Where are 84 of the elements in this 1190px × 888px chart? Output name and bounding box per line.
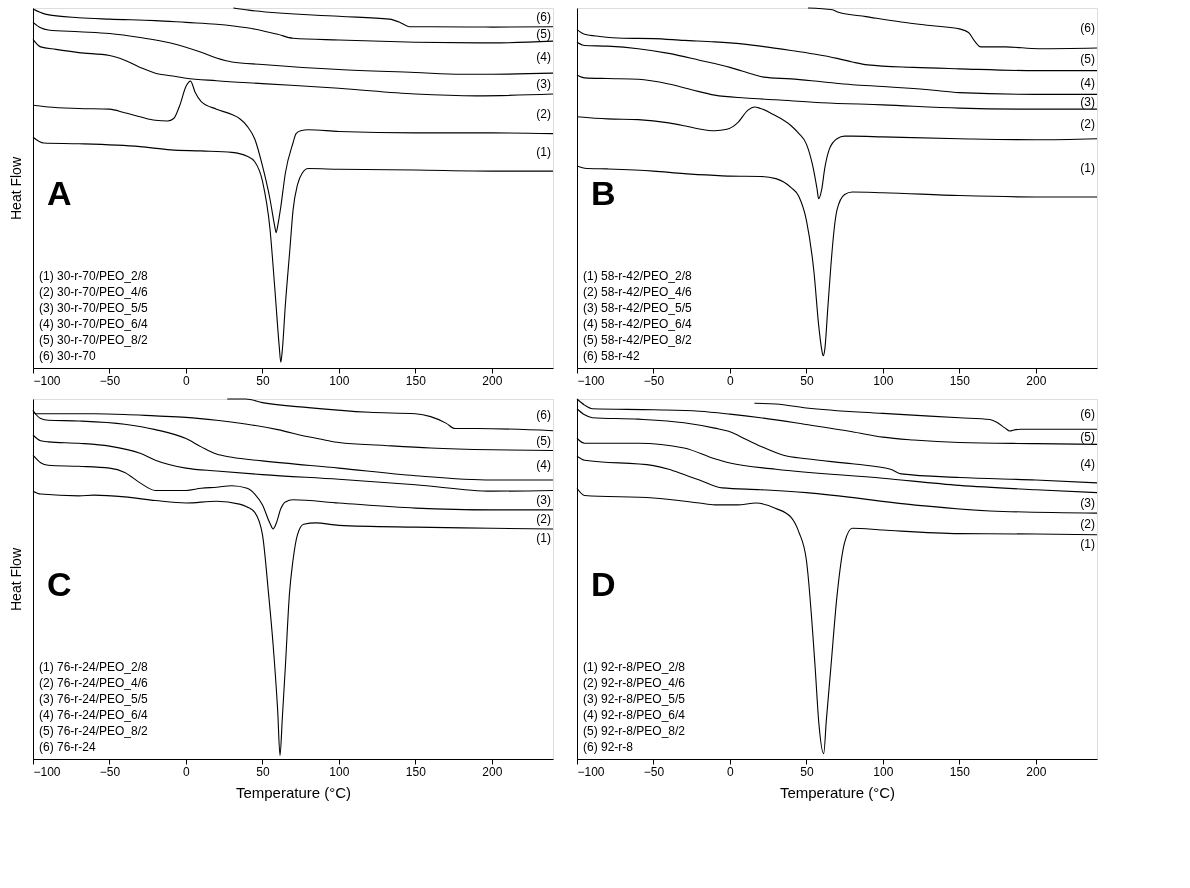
- text: C: [47, 565, 72, 604]
- annotation: (1) 58-r-42/PEO_2/8: [583, 269, 693, 283]
- annotation: (6) 58-r-42: [583, 349, 641, 363]
- annotation: (1) 30-r-70/PEO_2/8: [39, 269, 149, 283]
- series-label: (6): [536, 407, 551, 422]
- annotation: (4) 92-r-8/PEO_6/4: [583, 708, 686, 722]
- annotation: (5) 76-r-24/PEO_8/2: [39, 724, 149, 738]
- x-tick-label: −100: [577, 373, 605, 388]
- y-axis-title: Heat Flow: [7, 156, 24, 221]
- x-tick-label: −50: [643, 373, 665, 388]
- x-tick-label: 0: [183, 373, 191, 388]
- x-tick-label: 0: [727, 764, 735, 779]
- annotation: (1) 76-r-24/PEO_2/8: [39, 660, 149, 674]
- series-label: (3): [536, 493, 551, 508]
- annotation: (4) 30-r-70/PEO_6/4: [39, 317, 149, 331]
- series-label: (6): [536, 10, 551, 25]
- x-axis-title: Temperature (°C): [779, 783, 896, 801]
- series-label: (4): [1080, 75, 1095, 90]
- x-tick-label: 150: [949, 764, 971, 779]
- annotation: (4) 58-r-42/PEO_6/4: [583, 317, 693, 331]
- series-label: (1): [536, 530, 551, 545]
- annotation: (3) 30-r-70/PEO_5/5: [39, 301, 149, 315]
- x-tick-label: 150: [405, 764, 427, 779]
- x-tick-label: 0: [727, 373, 735, 388]
- series-label: (5): [536, 433, 551, 448]
- series-label: (2): [1080, 516, 1095, 531]
- annotation: (4) 76-r-24/PEO_6/4: [39, 708, 149, 722]
- annotation: (2) 76-r-24/PEO_4/6: [39, 676, 149, 690]
- series-label: (2): [536, 106, 551, 121]
- annotation: (6) 76-r-24: [39, 740, 97, 754]
- x-tick-label: 150: [949, 373, 971, 388]
- series-label: (4): [1080, 456, 1095, 471]
- x-tick-label: 200: [1026, 764, 1047, 779]
- x-tick-label: 50: [256, 764, 270, 779]
- series-label: (1): [536, 145, 551, 160]
- series-label: (2): [1080, 116, 1095, 131]
- series-label: (4): [536, 50, 551, 65]
- series-label: (3): [1080, 94, 1095, 109]
- x-tick-label: 200: [482, 764, 503, 779]
- annotation: (2) 92-r-8/PEO_4/6: [583, 676, 686, 690]
- annotation: (3) 76-r-24/PEO_5/5: [39, 692, 149, 706]
- annotation: (5) 58-r-42/PEO_8/2: [583, 333, 693, 347]
- x-tick-label: 50: [800, 764, 814, 779]
- x-tick-label: 200: [482, 373, 503, 388]
- series-label: (1): [1080, 160, 1095, 175]
- x-tick-label: 100: [329, 373, 350, 388]
- series-label: (3): [536, 76, 551, 91]
- series-label: (6): [1080, 20, 1095, 35]
- text: D: [591, 565, 616, 604]
- series-label: (5): [536, 26, 551, 41]
- annotation: (6) 30-r-70: [39, 349, 97, 363]
- annotation: (3) 92-r-8/PEO_5/5: [583, 692, 686, 706]
- y-axis-title: Heat Flow: [7, 547, 24, 612]
- x-tick-label: 50: [256, 373, 270, 388]
- x-tick-label: −50: [99, 373, 121, 388]
- x-tick-label: −50: [643, 764, 665, 779]
- x-tick-label: −50: [99, 764, 121, 779]
- annotation: (5) 92-r-8/PEO_8/2: [583, 724, 686, 738]
- series-label: (4): [536, 458, 551, 473]
- x-tick-label: −100: [33, 373, 61, 388]
- x-axis-title: Temperature (°C): [235, 783, 352, 801]
- x-tick-label: 100: [873, 764, 894, 779]
- annotation: (2) 58-r-42/PEO_4/6: [583, 285, 693, 299]
- annotation: (1) 92-r-8/PEO_2/8: [583, 660, 686, 674]
- series-label: (1): [1080, 536, 1095, 551]
- x-tick-label: 150: [405, 373, 427, 388]
- annotation: (6) 92-r-8: [583, 740, 634, 754]
- series-label: (5): [1080, 429, 1095, 444]
- series-label: (2): [536, 512, 551, 527]
- annotation: (2) 30-r-70/PEO_4/6: [39, 285, 149, 299]
- series-label: (6): [1080, 407, 1095, 422]
- annotation: (5) 30-r-70/PEO_8/2: [39, 333, 149, 347]
- text: A: [47, 174, 72, 213]
- x-tick-label: 200: [1026, 373, 1047, 388]
- series-label: (3): [1080, 495, 1095, 510]
- x-tick-label: −100: [577, 764, 605, 779]
- x-tick-label: 100: [873, 373, 894, 388]
- x-tick-label: −100: [33, 764, 61, 779]
- x-tick-label: 50: [800, 373, 814, 388]
- annotation: (3) 58-r-42/PEO_5/5: [583, 301, 693, 315]
- text: B: [591, 174, 616, 213]
- series-label: (5): [1080, 52, 1095, 67]
- x-tick-label: 100: [329, 764, 350, 779]
- x-tick-label: 0: [183, 764, 191, 779]
